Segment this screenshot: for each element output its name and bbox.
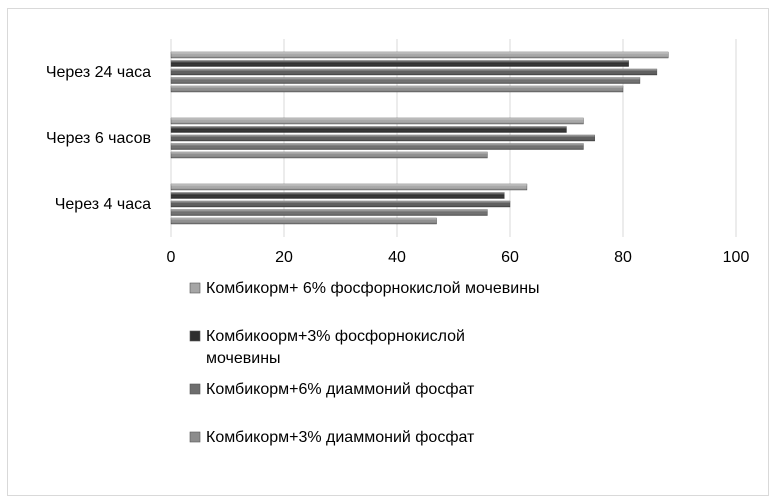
bar-shade xyxy=(171,184,527,190)
bar-shade xyxy=(171,69,657,75)
bar-shade xyxy=(171,192,505,199)
category-label: Через 6 часов xyxy=(46,130,151,147)
bar-shade xyxy=(171,86,623,92)
chart-frame: Через 4 часа Через 6 часов Через 24 часа 0… xyxy=(7,8,769,496)
category-label: Через 4 часа xyxy=(55,196,151,213)
legend-label: Комбикорм+3% диаммоний фосфат xyxy=(206,429,475,446)
x-tick-label: 40 xyxy=(388,249,406,266)
legend-swatch xyxy=(189,431,201,443)
category-label: Через 24 часа xyxy=(46,64,151,81)
bar-shade xyxy=(171,152,488,158)
x-tick-label: 60 xyxy=(501,249,519,266)
bar-shade xyxy=(171,209,488,216)
bars xyxy=(170,51,669,225)
legend-swatch xyxy=(189,330,201,342)
legend: Комбикорм+ 6% фосфорнокислой мочевины Ком… xyxy=(189,280,540,446)
legend-label: Комбикорм+ 6% фосфорнокислой мочевины xyxy=(206,280,540,297)
bar-shade xyxy=(171,201,510,207)
bar-shade xyxy=(171,126,567,133)
legend-swatch xyxy=(189,282,201,294)
bar-shade xyxy=(171,218,437,224)
bar-shade xyxy=(171,143,584,150)
legend-swatch xyxy=(189,383,201,395)
x-tick-label: 80 xyxy=(614,249,632,266)
x-tick-label: 100 xyxy=(723,249,750,266)
bar-shade xyxy=(171,52,669,58)
x-tick-label: 20 xyxy=(275,249,293,266)
bar-shade xyxy=(171,135,595,141)
x-tick-labels: 0 20 40 60 80 100 xyxy=(167,249,750,266)
legend-label: Комбикорм+6% диаммоний фосфат xyxy=(206,381,475,398)
bar-chart: Через 4 часа Через 6 часов Через 24 часа 0… xyxy=(46,39,750,446)
bar-shade xyxy=(171,77,640,84)
legend-label: Комбикоорм+3% фосфорнокислой мочевины xyxy=(206,328,465,367)
category-labels: Через 4 часа Через 6 часов Через 24 часа xyxy=(46,64,151,213)
bar-shade xyxy=(171,118,584,124)
bar-shade xyxy=(171,60,629,67)
x-tick-label: 0 xyxy=(167,249,176,266)
